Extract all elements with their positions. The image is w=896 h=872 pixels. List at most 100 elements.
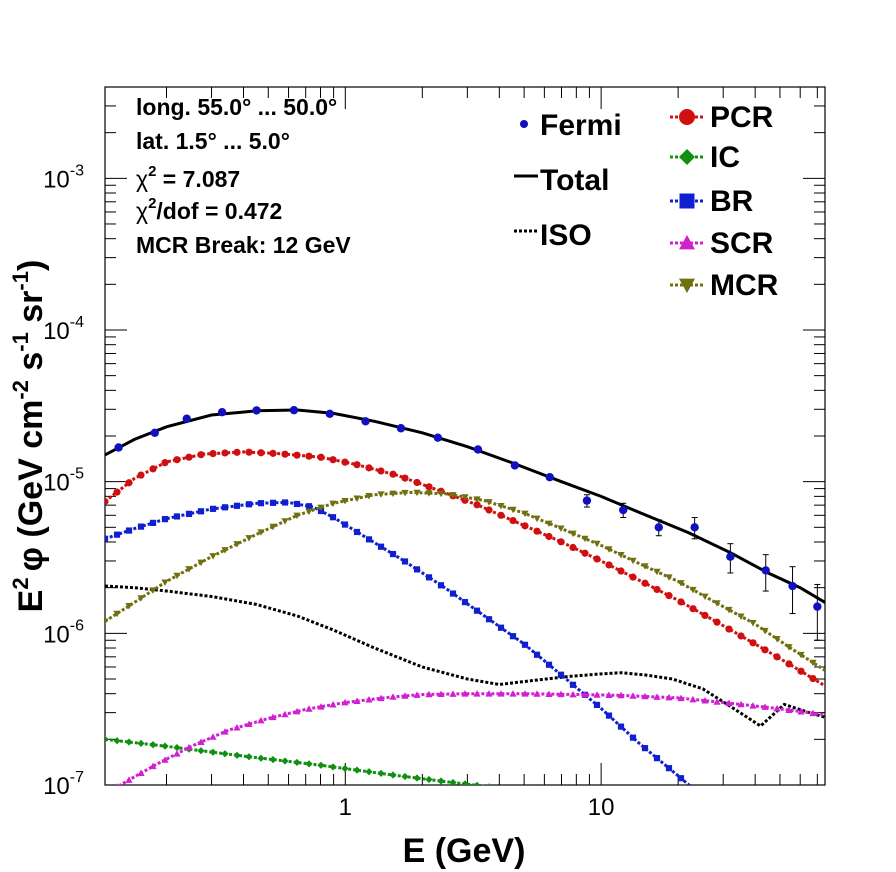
- ic-marker: [161, 742, 169, 750]
- pcr-marker: [713, 618, 721, 626]
- scr-marker: [773, 704, 781, 712]
- scr-marker: [161, 756, 169, 763]
- dof-value: /dof = 0.472: [156, 198, 282, 224]
- scr-marker: [725, 699, 733, 706]
- br-marker: [437, 582, 445, 589]
- pcr-marker: [473, 501, 481, 509]
- scr-marker: [641, 692, 649, 700]
- ic-marker: [425, 775, 433, 784]
- pcr-marker: [401, 474, 409, 482]
- ic-marker: [461, 780, 469, 785]
- chi-value: = 7.087: [156, 166, 240, 192]
- br-marker: [341, 521, 349, 528]
- br-marker: [389, 550, 397, 558]
- series-layer: [105, 408, 825, 785]
- fermi-data-point: [619, 505, 628, 515]
- br-marker: [329, 514, 337, 521]
- mcr-marker: [281, 518, 289, 525]
- scr-marker: [665, 693, 673, 701]
- ic-marker: [105, 735, 109, 743]
- br-line: [105, 500, 692, 785]
- br-marker: [401, 558, 409, 565]
- chi-symbol: χ: [136, 166, 148, 192]
- fermi-data-point: [396, 424, 406, 433]
- mcr-marker: [797, 651, 805, 659]
- mcr-marker: [317, 504, 325, 512]
- mcr-marker: [689, 586, 697, 594]
- mcr-marker: [113, 610, 121, 618]
- mcr-marker: [497, 502, 505, 510]
- mcr-marker: [461, 494, 469, 501]
- mcr-marker: [557, 525, 565, 533]
- y-title-s: s: [12, 352, 50, 380]
- pcr-marker: [161, 459, 169, 467]
- fermi-data-point: [510, 461, 520, 470]
- legend-br-marker: [679, 193, 695, 209]
- mcr-marker: [533, 515, 541, 523]
- br-marker: [449, 590, 457, 597]
- mcr-marker: [293, 512, 301, 520]
- mcr-marker: [629, 557, 637, 565]
- br-marker: [629, 734, 637, 741]
- ic-marker: [487, 783, 491, 785]
- fermi-data-point: [813, 602, 822, 611]
- fermi-data-point: [726, 552, 735, 561]
- scr-marker: [377, 694, 385, 702]
- br-marker: [497, 624, 505, 631]
- y-tick-label: 10-7: [43, 769, 84, 800]
- scr-marker: [269, 713, 277, 721]
- pcr-marker: [257, 449, 265, 457]
- scr-marker: [401, 692, 409, 699]
- mcr-marker: [305, 508, 313, 516]
- br-marker: [557, 671, 565, 678]
- pcr-marker: [761, 646, 769, 654]
- pcr-marker: [365, 464, 373, 472]
- br-marker: [545, 661, 553, 668]
- scr-marker: [137, 769, 145, 776]
- fermi-data-point: [252, 406, 261, 415]
- pcr-marker: [641, 579, 649, 587]
- scr-marker: [701, 697, 709, 704]
- scr-marker: [581, 691, 589, 698]
- chi-sup: 2: [148, 163, 156, 180]
- annotation-chi2-dof: χ2/dof = 0.472: [136, 195, 282, 224]
- y-title-sup-m2: -2: [8, 380, 33, 400]
- mcr-marker: [269, 523, 277, 531]
- y-title-sup-m1a: -1: [8, 332, 33, 352]
- y-tick-exp: -7: [70, 769, 84, 786]
- scr-marker: [497, 690, 505, 697]
- br-marker: [473, 607, 481, 614]
- ic-marker: [257, 754, 265, 762]
- ic-marker: [245, 753, 253, 761]
- br-marker: [653, 755, 661, 762]
- mcr-marker: [221, 547, 229, 554]
- scr-marker: [221, 728, 229, 735]
- mcr-marker: [137, 595, 145, 602]
- axis-ticks: [105, 86, 825, 786]
- scr-marker: [653, 693, 661, 700]
- pcr-marker: [545, 532, 553, 541]
- legend: Fermi Total ISO PCR IC BR SCR MCR: [514, 101, 779, 302]
- br-marker: [269, 499, 277, 506]
- y-title-sup-m1b: -1: [8, 271, 33, 291]
- fermi-data-point: [150, 428, 159, 437]
- scr-marker: [461, 690, 469, 697]
- scr-marker: [233, 724, 241, 731]
- mcr-marker: [713, 600, 721, 607]
- ic-marker: [125, 738, 133, 746]
- mcr-marker: [725, 606, 733, 614]
- mcr-marker: [809, 659, 817, 667]
- mcr-marker: [413, 489, 421, 497]
- mcr-marker: [617, 551, 625, 559]
- pcr-marker: [173, 456, 181, 464]
- mcr-marker: [653, 568, 661, 576]
- annotation-mcr-break: MCR Break: 12 GeV: [136, 232, 351, 258]
- pcr-marker: [269, 449, 277, 457]
- br-marker: [233, 502, 241, 509]
- pcr-marker: [725, 625, 733, 633]
- br-marker: [305, 503, 313, 510]
- ic-marker: [413, 774, 421, 782]
- mcr-marker: [761, 627, 769, 635]
- fermi-data-point: [654, 523, 663, 532]
- mcr-marker: [209, 553, 217, 560]
